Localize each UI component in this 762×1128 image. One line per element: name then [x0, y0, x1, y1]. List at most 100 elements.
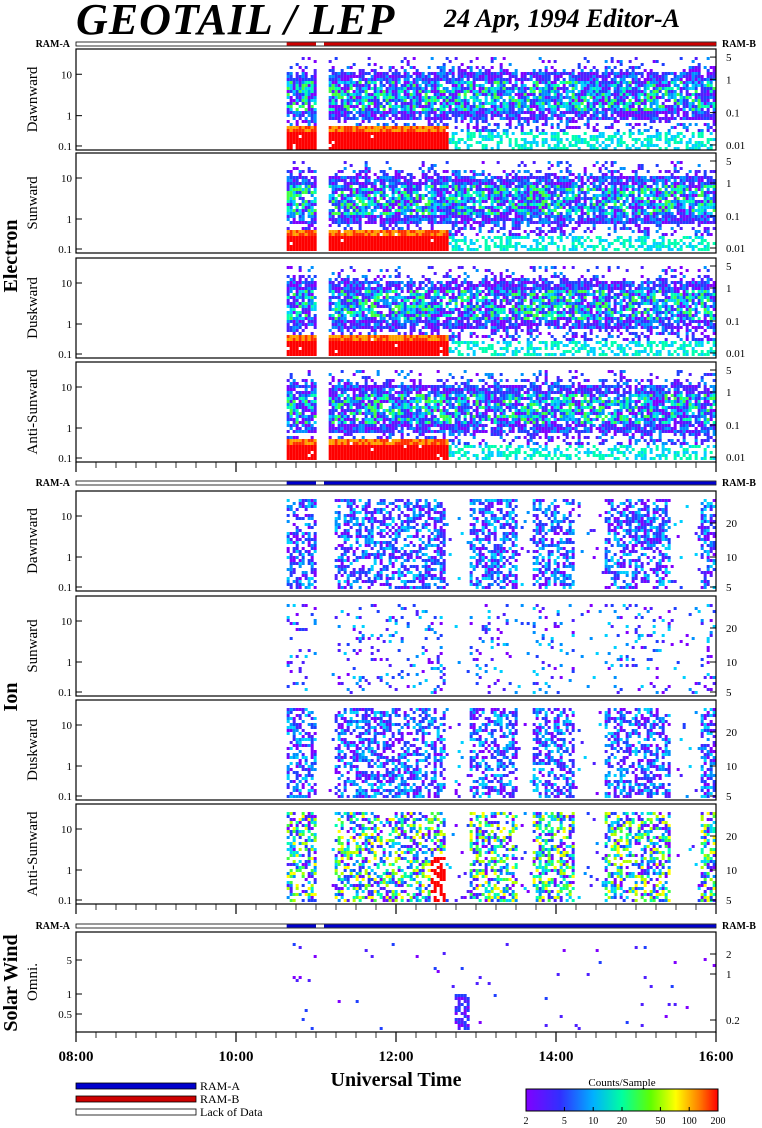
spectrogram-cell [416, 78, 419, 81]
spectrogram-cell [491, 60, 494, 63]
spectrogram-cell [491, 132, 494, 135]
spectrogram-cell [686, 114, 689, 117]
spectrogram-cell [371, 99, 374, 102]
spectrogram-cell [308, 114, 311, 117]
spectrogram-cell [602, 81, 605, 84]
spectrogram-cell [401, 87, 404, 90]
spectrogram-cell [614, 120, 617, 123]
spectrogram-cell [329, 96, 332, 99]
spectrogram-cell [395, 75, 398, 78]
spectrogram-cell [626, 114, 629, 117]
spectrogram-cell [695, 78, 698, 81]
spectrogram-cell [404, 69, 407, 72]
spectrogram-cell [491, 102, 494, 105]
spectrogram-cell [680, 117, 683, 120]
spectrogram-cell [419, 129, 422, 132]
spectrogram-cell [485, 129, 488, 132]
spectrogram-cell [569, 141, 572, 144]
spectrogram-cell [662, 108, 665, 111]
spectrogram-cell [356, 144, 359, 147]
spectrogram-cell [341, 93, 344, 96]
spectrogram-cell [674, 96, 677, 99]
spectrogram-cell [410, 129, 413, 132]
spectrogram-cell [692, 111, 695, 114]
spectrogram-cell [356, 75, 359, 78]
spectrogram-cell [455, 90, 458, 93]
spectrogram-cell [434, 93, 437, 96]
spectrogram-cell [353, 93, 356, 96]
spectrogram-cell [509, 126, 512, 129]
spectrogram-cell [497, 108, 500, 111]
spectrogram-cell [377, 132, 380, 135]
spectrogram-cell [287, 105, 290, 108]
spectrogram-cell [656, 81, 659, 84]
spectrogram-cell [380, 111, 383, 114]
spectrogram-cell [302, 129, 305, 132]
spectrogram-cell [683, 126, 686, 129]
spectrogram-cell [344, 105, 347, 108]
spectrogram-cell [443, 144, 446, 147]
spectrogram-cell [500, 72, 503, 75]
spectrogram-cell [398, 78, 401, 81]
spectrogram-cell [701, 99, 704, 102]
spectrogram-cell [389, 117, 392, 120]
spectrogram-cell [476, 96, 479, 99]
spectrogram-cell [596, 99, 599, 102]
spectrogram-cell [683, 135, 686, 138]
spectrogram-cell [548, 93, 551, 96]
spectrogram-cell [638, 96, 641, 99]
spectrogram-cell [536, 126, 539, 129]
spectrogram-cell [398, 132, 401, 135]
spectrogram-cell [623, 93, 626, 96]
spectrogram-cell [590, 96, 593, 99]
spectrogram-cell [416, 84, 419, 87]
spectrogram-cell [581, 141, 584, 144]
spectrogram-cell [545, 72, 548, 75]
spectrogram-cell [521, 144, 524, 147]
spectrogram-cell [545, 141, 548, 144]
spectrogram-cell [413, 57, 416, 60]
spectrogram-cell [689, 96, 692, 99]
spectrogram-cell [629, 135, 632, 138]
spectrogram-cell [287, 144, 290, 147]
spectrogram-cell [629, 129, 632, 132]
spectrogram-cell [641, 141, 644, 144]
spectrogram-cell [503, 84, 506, 87]
spectrogram-cell [671, 81, 674, 84]
spectrogram-cell [692, 135, 695, 138]
spectrogram-cell [617, 81, 620, 84]
spectrogram-cell [464, 72, 467, 75]
spectrogram-cell [404, 96, 407, 99]
spectrogram-cell [551, 126, 554, 129]
spectrogram-cell [530, 117, 533, 120]
spectrogram-cell [446, 102, 449, 105]
spectrogram-cell [521, 117, 524, 120]
spectrogram-cell [533, 120, 536, 123]
spectrogram-cell [488, 93, 491, 96]
spectrogram-cell [656, 60, 659, 63]
spectrogram-cell [470, 117, 473, 120]
spectrogram-cell [518, 90, 521, 93]
spectrogram-cell [386, 114, 389, 117]
spectrogram-cell [347, 108, 350, 111]
spectrogram-cell [575, 105, 578, 108]
spectrogram-cell [593, 99, 596, 102]
spectrogram-cell [665, 114, 668, 117]
spectrogram-cell [548, 117, 551, 120]
spectrogram-cell [482, 78, 485, 81]
spectrogram-cell [611, 126, 614, 129]
spectrogram-cell [485, 138, 488, 141]
spectrogram-cell [605, 78, 608, 81]
spectrogram-cell [335, 135, 338, 138]
spectrogram-cell [311, 87, 314, 90]
spectrogram-cell [542, 81, 545, 84]
spectrogram-cell [356, 129, 359, 132]
spectrogram-cell [314, 114, 317, 117]
spectrogram-cell [413, 105, 416, 108]
spectrogram-cell [404, 90, 407, 93]
spectrogram-cell [467, 132, 470, 135]
spectrogram-cell [365, 99, 368, 102]
spectrogram-cell [437, 72, 440, 75]
spectrogram-cell [653, 93, 656, 96]
spectrogram-cell [620, 144, 623, 147]
